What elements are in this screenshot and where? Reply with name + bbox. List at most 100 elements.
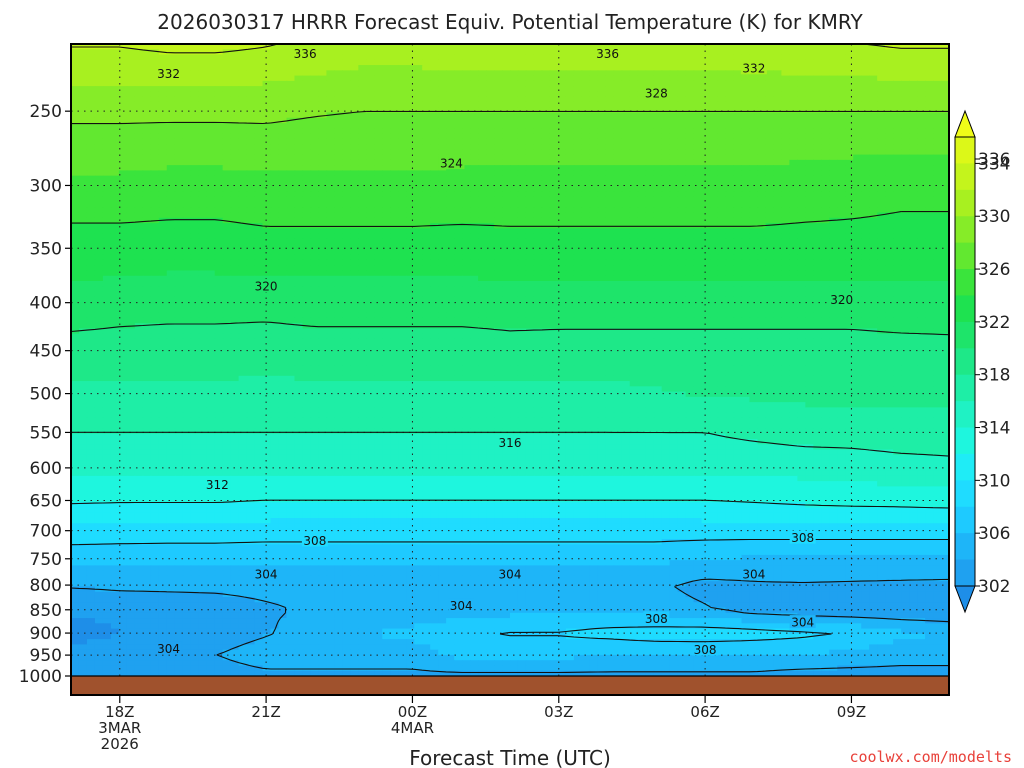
contour-label-text: 316: [499, 436, 522, 450]
contour-label-text: 320: [830, 293, 853, 307]
x-axis-label: Forecast Time (UTC): [409, 746, 611, 768]
colorbar-segment: [955, 401, 975, 428]
colorbar-tick-label: 336: [978, 150, 1010, 170]
y-tick-label: 450: [30, 342, 62, 362]
y-tick-label: 850: [30, 601, 62, 621]
colorbar-segment: [955, 137, 975, 164]
contour-label: 304: [497, 567, 523, 582]
colorbar-tick-label: 310: [978, 471, 1010, 491]
colorbar-segment: [955, 374, 975, 402]
contour-label-text: 336: [294, 47, 317, 61]
contour-328: [71, 110, 949, 125]
colorbar-tick-label: 318: [978, 366, 1010, 386]
contour-label: 308: [301, 533, 328, 548]
contour-316: [71, 431, 949, 457]
colorbar-extend-low: [954, 585, 976, 614]
colorbar-segment: [955, 295, 975, 323]
x-tick-label: 09Z: [837, 703, 866, 721]
x-tick-label: 06Z: [690, 703, 719, 721]
colorbar-segment: [955, 269, 975, 296]
contour-label: 304: [789, 615, 816, 630]
x-tick-label: 4MAR: [391, 719, 434, 737]
y-tick-label: 350: [30, 239, 62, 259]
chart-title: 2026030317 HRRR Forecast Equiv. Potentia…: [157, 10, 863, 34]
x-tick-label: 18Z: [105, 703, 134, 721]
colorbar-tick-label: 334: [978, 154, 1010, 174]
contour-label-text: 308: [791, 531, 814, 545]
y-tick-label: 950: [30, 646, 62, 666]
colorbar-tick-label: 302: [978, 577, 1010, 597]
contour-label: 320: [828, 292, 855, 307]
colorbar-segment: [955, 321, 975, 349]
colorbar-segment: [955, 480, 975, 508]
contour-label-text: 332: [742, 62, 765, 76]
ground-fill: [71, 676, 949, 695]
colorbar-segment: [955, 453, 975, 481]
contour-label-text: 304: [157, 642, 180, 656]
x-tick-label: 00Z: [398, 703, 427, 721]
contour-label: 328: [643, 85, 670, 100]
contour-304: [71, 578, 949, 674]
contour-label: 304: [253, 567, 280, 582]
colorbar-segment: [955, 427, 975, 455]
contour-320: [71, 321, 949, 336]
colorbar-segment: [955, 533, 975, 560]
contour-label-text: 308: [694, 643, 717, 657]
contour-label: 324: [438, 156, 465, 171]
contour-label-text: 308: [303, 534, 326, 548]
y-tick-label: 750: [30, 550, 62, 570]
contour-label-text: 304: [742, 568, 765, 582]
colorbar-tick-label: 306: [978, 524, 1010, 544]
contour-label-text: 304: [499, 568, 522, 582]
colorbar-segment: [955, 559, 975, 587]
ground-layer: [71, 675, 949, 695]
contour-label-text: 320: [255, 280, 278, 294]
contour-label: 336: [292, 46, 319, 61]
contour-label: 332: [155, 66, 182, 81]
contour-label-text: 308: [645, 612, 668, 626]
contour-label: 304: [740, 567, 767, 582]
y-tick-label: 400: [30, 294, 62, 314]
colorbar-segment: [955, 163, 975, 191]
y-tick-label: 900: [30, 624, 62, 644]
colorbar-tick-label: 314: [978, 419, 1010, 439]
y-tick-label: 800: [30, 576, 62, 596]
colorbar-tick-label: 322: [978, 313, 1010, 333]
y-tick-label: 500: [30, 385, 62, 405]
contour-label-text: 312: [206, 478, 229, 492]
contour-label: 308: [789, 530, 816, 545]
x-tick-label: 2026: [101, 735, 139, 753]
contour-label: 304: [155, 641, 182, 656]
contour-312: [71, 499, 949, 509]
colorbar-segment: [955, 506, 975, 534]
y-tick-label: 1000: [19, 667, 62, 687]
y-tick-label: 600: [30, 459, 62, 479]
x-tick-label: 3MAR: [98, 719, 141, 737]
y-tick-label: 650: [30, 491, 62, 511]
colorbar-segment: [955, 348, 975, 376]
contour-label: 308: [643, 611, 670, 626]
contour-label: 336: [594, 46, 621, 61]
colorbar-tick-label: 330: [978, 207, 1010, 227]
colorbar-segment: [955, 242, 975, 270]
colorbar-segment: [955, 216, 975, 244]
y-tick-label: 700: [30, 522, 62, 542]
contour-label: 304: [448, 598, 475, 613]
contour-label: 316: [497, 435, 523, 450]
colorbar-segment: [955, 189, 975, 217]
contour-labels: 336 336 332 332 328 324 320 320 316 312 308 308 304 3…: [155, 46, 855, 657]
color-filled-contours: [71, 44, 949, 677]
contour-label: 332: [740, 61, 767, 76]
contour-label: 320: [253, 279, 280, 294]
contour-label-text: 324: [440, 157, 463, 171]
contour-label-text: 336: [596, 47, 619, 61]
contour-label: 312: [204, 477, 231, 492]
y-tick-label: 550: [30, 423, 62, 443]
contour-label: 308: [692, 642, 719, 657]
y-tick-label: 300: [30, 176, 62, 196]
contour-label-text: 328: [645, 86, 668, 100]
x-tick-label: 03Z: [544, 703, 573, 721]
